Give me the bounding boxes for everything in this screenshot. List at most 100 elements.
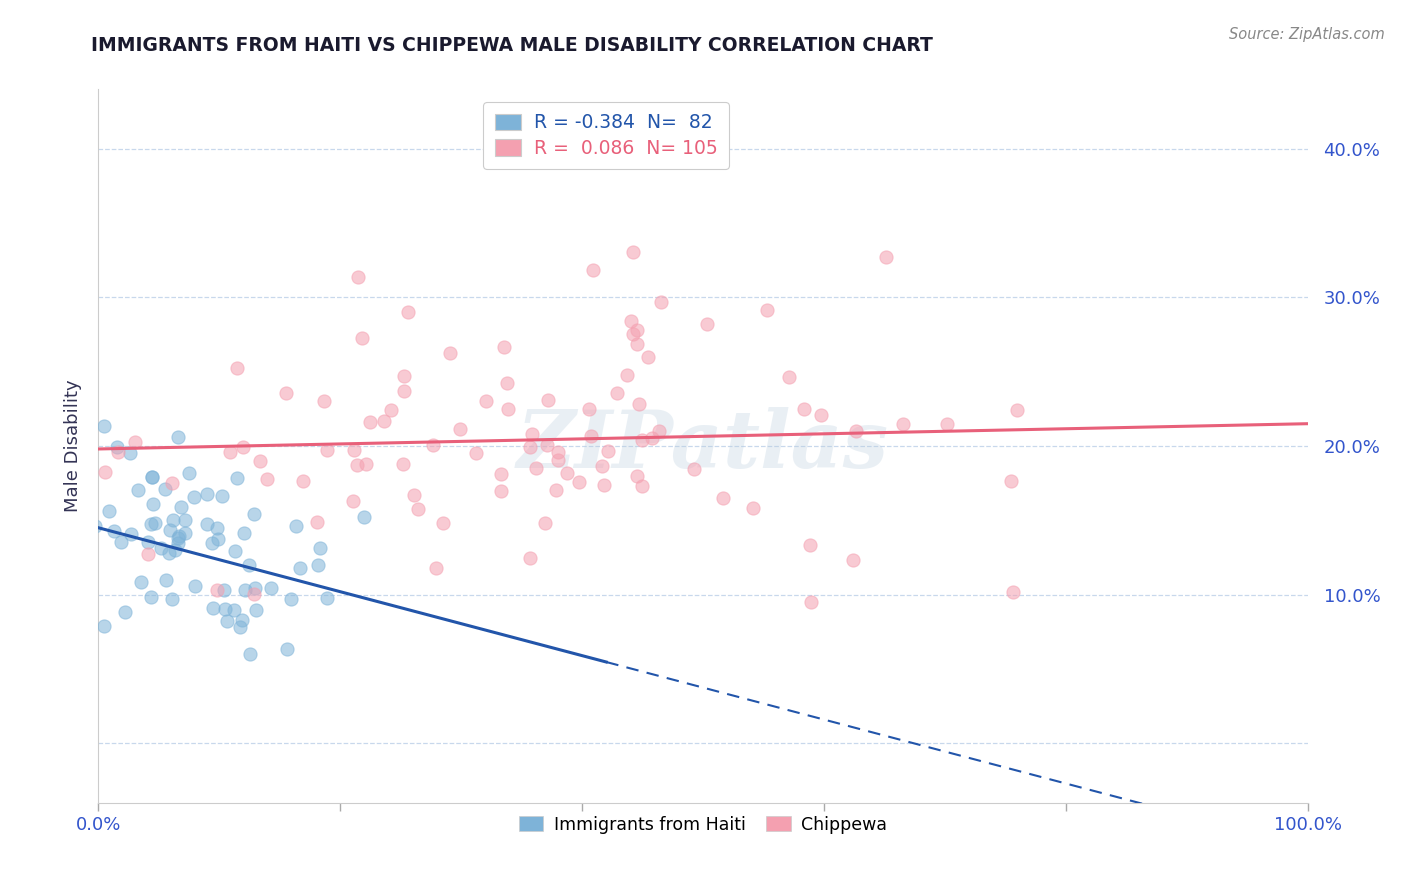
Point [214, 602, 236, 616]
Point [167, 536, 190, 550]
Point [232, 526, 254, 541]
Point [219, 445, 242, 459]
Point [72, 616, 94, 631]
Point [160, 592, 183, 607]
Point [394, 369, 416, 384]
Point [534, 516, 557, 530]
Point [353, 509, 375, 524]
Point [53, 508, 76, 523]
Point [547, 444, 569, 458]
Point [891, 417, 914, 431]
Point [546, 483, 568, 498]
Point [231, 613, 253, 627]
Point [14, 526, 37, 541]
Point [489, 467, 512, 481]
Point [494, 340, 516, 354]
Point [592, 477, 614, 491]
Point [793, 401, 815, 416]
Point [522, 427, 544, 442]
Point [380, 402, 402, 417]
Point [799, 538, 821, 552]
Point [404, 488, 426, 502]
Point [3, 538, 25, 552]
Point [226, 360, 249, 375]
Point [422, 438, 444, 452]
Point [449, 422, 471, 436]
Point [276, 641, 298, 656]
Point [316, 591, 339, 605]
Point [229, 620, 252, 634]
Point [307, 558, 329, 572]
Point [475, 393, 498, 408]
Point [406, 502, 429, 516]
Point [875, 250, 897, 264]
Point [207, 521, 229, 535]
Point [97, 504, 120, 518]
Point [245, 602, 267, 616]
Point [141, 516, 163, 531]
Point [93, 619, 115, 633]
Point [465, 445, 488, 459]
Point [107, 445, 129, 459]
Point [626, 323, 648, 337]
Point [392, 384, 415, 399]
Point [260, 581, 283, 595]
Point [650, 295, 672, 310]
Point [800, 595, 823, 609]
Point [127, 483, 149, 497]
Point [568, 475, 591, 489]
Point [183, 490, 205, 504]
Point [195, 516, 218, 531]
Point [114, 605, 136, 619]
Point [167, 430, 190, 444]
Point [350, 331, 373, 345]
Point [621, 327, 644, 342]
Point [626, 469, 648, 483]
Point [75, 501, 97, 516]
Point [160, 475, 183, 490]
Point [0, 492, 15, 507]
Point [162, 513, 184, 527]
Point [630, 433, 652, 447]
Point [110, 535, 132, 549]
Point [224, 543, 246, 558]
Point [195, 487, 218, 501]
Point [207, 532, 229, 546]
Point [20, 571, 42, 585]
Point [183, 579, 205, 593]
Point [205, 582, 228, 597]
Point [648, 424, 671, 438]
Point [359, 415, 381, 429]
Point [316, 443, 339, 458]
Point [755, 302, 778, 317]
Point [628, 397, 651, 411]
Point [105, 441, 128, 455]
Point [233, 583, 256, 598]
Point [141, 470, 163, 484]
Point [167, 531, 190, 545]
Point [222, 603, 245, 617]
Point [139, 590, 162, 604]
Point [536, 438, 558, 452]
Point [547, 452, 569, 467]
Point [124, 434, 146, 449]
Point [153, 482, 176, 496]
Point [243, 587, 266, 601]
Point [201, 601, 224, 615]
Point [392, 457, 415, 471]
Point [77, 463, 100, 477]
Point [696, 317, 718, 331]
Point [157, 545, 180, 559]
Point [524, 461, 547, 475]
Point [226, 470, 249, 484]
Point [578, 402, 600, 417]
Point [396, 305, 419, 319]
Point [141, 470, 163, 484]
Point [1005, 403, 1028, 417]
Point [683, 462, 706, 476]
Point [489, 484, 512, 499]
Point [155, 573, 177, 587]
Point [14, 392, 37, 406]
Legend: Immigrants from Haiti, Chippewa: Immigrants from Haiti, Chippewa [512, 809, 894, 840]
Point [280, 591, 302, 606]
